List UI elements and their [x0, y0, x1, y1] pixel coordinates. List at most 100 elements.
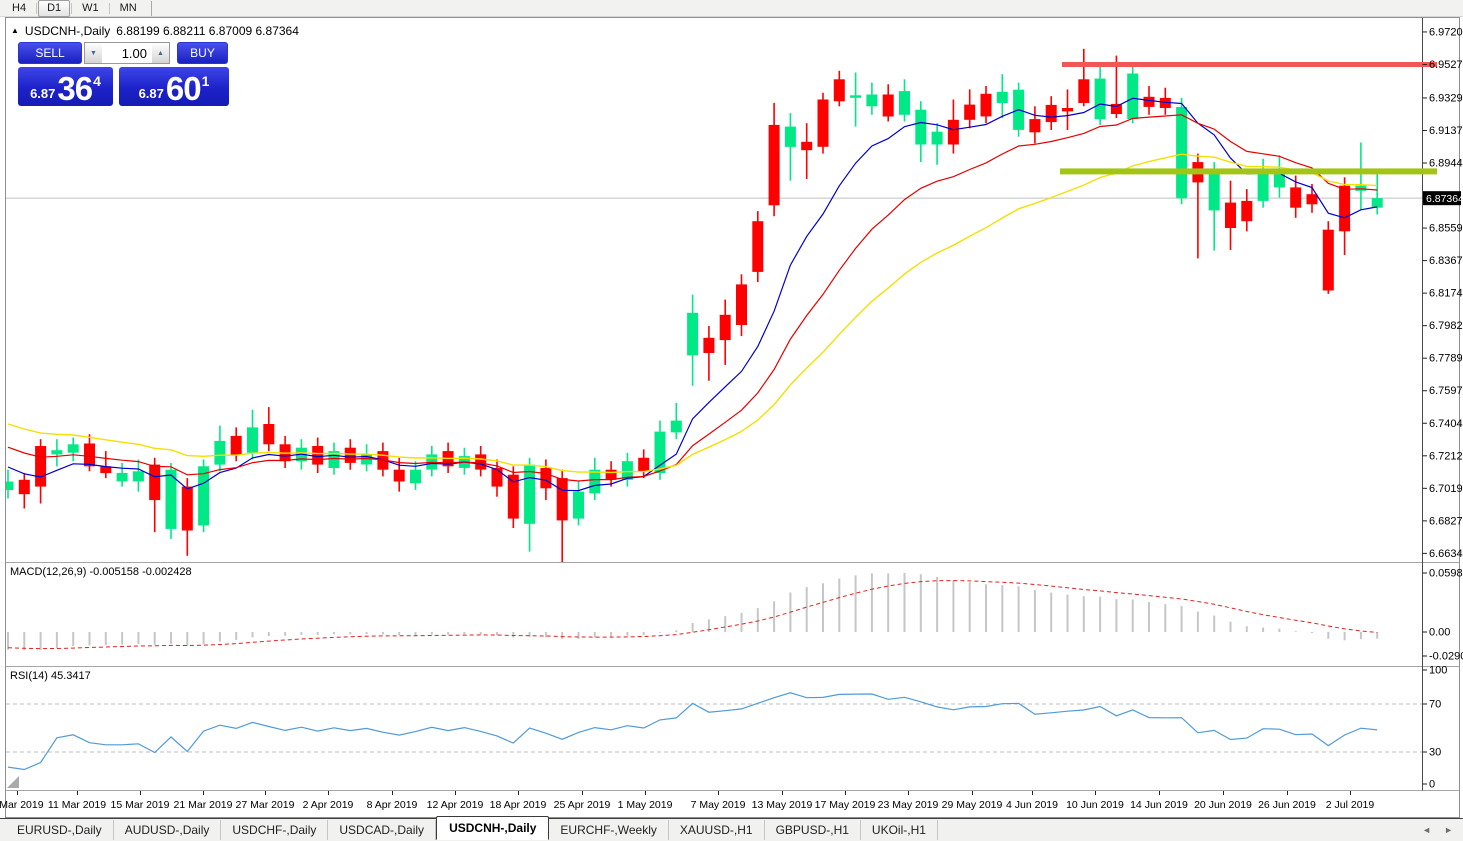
toolbar-separator [108, 2, 110, 14]
chart-tab-bar: EURUSD-,Daily AUDUSD-,Daily USDCHF-,Dail… [0, 816, 1463, 841]
tab-audusd-daily[interactable]: AUDUSD-,Daily [114, 820, 222, 840]
rsi-guides [6, 703, 1422, 753]
svg-text:2 Apr 2019: 2 Apr 2019 [303, 799, 354, 811]
rsi-axis: 100 70 30 0 [1422, 665, 1447, 791]
svg-text:6.79820: 6.79820 [1429, 320, 1463, 332]
buy-button[interactable]: BUY [177, 42, 228, 64]
svg-text:15 Mar 2019: 15 Mar 2019 [111, 799, 170, 811]
svg-text:-0.029045: -0.029045 [1429, 651, 1463, 663]
svg-text:6.85595: 6.85595 [1429, 223, 1463, 235]
svg-text:70: 70 [1429, 699, 1441, 711]
svg-text:4 Jun 2019: 4 Jun 2019 [1006, 799, 1058, 811]
toolbar-separator [71, 2, 73, 14]
toolbar-group-separator [150, 0, 152, 16]
tab-usdcnh-daily[interactable]: USDCNH-,Daily [436, 816, 550, 840]
volume-increase-button[interactable]: ▲ [152, 42, 170, 64]
tab-eurchf-weekly[interactable]: EURCHF-,Weekly [549, 820, 669, 840]
svg-text:2 Jul 2019: 2 Jul 2019 [1326, 799, 1375, 811]
svg-text:27 Mar 2019: 27 Mar 2019 [236, 799, 295, 811]
svg-text:0: 0 [1429, 779, 1435, 791]
sell-price-big-digits: 36 [57, 70, 93, 107]
svg-text:1 May 2019: 1 May 2019 [618, 799, 673, 811]
chevron-up-icon: ▲ [157, 49, 164, 57]
svg-text:21 Mar 2019: 21 Mar 2019 [174, 799, 233, 811]
svg-text:6.68270: 6.68270 [1429, 515, 1463, 527]
tab-scroll-left-icon[interactable]: ◄ [1422, 825, 1432, 835]
svg-text:6.75970: 6.75970 [1429, 385, 1463, 397]
tab-xauusd-h1[interactable]: XAUUSD-,H1 [669, 820, 765, 840]
price-axis: 6.97200 6.95275 6.93295 6.91370 6.89445 6.855… [1422, 26, 1463, 560]
time-axis: 5 Mar 2019 11 Mar 2019 15 Mar 2019 21 Mar 2… [0, 791, 1374, 811]
chart-ohlc-quotes: 6.88199 6.88211 6.87009 6.87364 [116, 24, 299, 38]
svg-text:6.74045: 6.74045 [1429, 418, 1463, 430]
toolbar-separator [36, 2, 38, 14]
chart-title: ▲ USDCNH-,Daily 6.88199 6.88211 6.87009 … [11, 24, 299, 38]
svg-text:20 Jun 2019: 20 Jun 2019 [1194, 799, 1252, 811]
volume-input[interactable] [102, 42, 152, 64]
current-price-tag [1423, 191, 1461, 206]
svg-text:23 May 2019: 23 May 2019 [878, 799, 939, 811]
rsi-line [7, 692, 1378, 771]
timeframe-w1-button[interactable]: W1 [82, 1, 99, 14]
svg-text:10 Jun 2019: 10 Jun 2019 [1066, 799, 1124, 811]
pane-resize-grip[interactable] [7, 776, 19, 788]
sell-price-pip-digit: 4 [93, 73, 101, 89]
svg-text:29 May 2019: 29 May 2019 [942, 799, 1003, 811]
sell-button[interactable]: SELL [18, 42, 82, 64]
svg-text:5 Mar 2019: 5 Mar 2019 [0, 799, 44, 811]
resistance-line[interactable] [1062, 62, 1437, 67]
buy-price-pip-digit: 1 [201, 73, 210, 89]
svg-text:25 Apr 2019: 25 Apr 2019 [554, 799, 611, 811]
macd-signal-line [7, 580, 1378, 650]
timeframe-h4-button[interactable]: H4 [12, 1, 27, 14]
chevron-down-icon: ▼ [90, 49, 97, 57]
svg-text:6.72120: 6.72120 [1429, 450, 1463, 462]
buy-price-button[interactable]: 6.87 60 1 [119, 67, 229, 106]
macd-indicator-label: MACD(12,26,9) -0.005158 -0.002428 [10, 566, 192, 578]
tab-scroll-right-icon[interactable]: ► [1444, 825, 1453, 835]
tab-usdchf-daily[interactable]: USDCHF-,Daily [221, 820, 329, 840]
tab-ukoil-h1[interactable]: UKOil-,H1 [861, 820, 938, 840]
svg-text:30: 30 [1429, 747, 1441, 759]
one-click-trading-panel: SELL ▼ ▲ BUY 6.87 36 4 6.87 60 1 [18, 42, 230, 106]
buy-price-big-digits: 60 [165, 70, 202, 107]
svg-text:100: 100 [1429, 665, 1447, 677]
svg-text:18 Apr 2019: 18 Apr 2019 [490, 799, 547, 811]
svg-text:6.70195: 6.70195 [1429, 483, 1463, 495]
macd-axis: 0.0598 0.00 -0.029045 [1422, 568, 1463, 663]
timeframe-d1-button[interactable]: D1 [38, 0, 71, 17]
rsi-indicator-label: RSI(14) 45.3417 [10, 670, 91, 682]
svg-text:0.0598: 0.0598 [1429, 568, 1463, 580]
pane-borders [6, 18, 1459, 791]
svg-text:6.95275: 6.95275 [1429, 59, 1463, 71]
svg-text:6.66345: 6.66345 [1429, 548, 1463, 560]
svg-text:17 May 2019: 17 May 2019 [815, 799, 876, 811]
chart-symbol-label: USDCNH-,Daily [24, 24, 111, 38]
svg-text:0.00: 0.00 [1429, 627, 1450, 639]
support-line[interactable] [1060, 168, 1437, 175]
svg-text:6.93295: 6.93295 [1429, 92, 1463, 104]
buy-price-prefix: 6.87 [138, 86, 164, 101]
current-price-value: 6.87364 [1426, 193, 1463, 205]
svg-text:13 May 2019: 13 May 2019 [752, 799, 813, 811]
tab-gbpusd-h1[interactable]: GBPUSD-,H1 [765, 820, 861, 840]
collapse-icon[interactable]: ▲ [11, 26, 19, 35]
tab-eurusd-daily[interactable]: EURUSD-,Daily [6, 820, 114, 840]
sell-price-button[interactable]: 6.87 36 4 [18, 67, 113, 106]
svg-text:6.89445: 6.89445 [1429, 158, 1463, 170]
tab-usdcad-daily[interactable]: USDCAD-,Daily [328, 820, 437, 840]
ma-slow-line [7, 153, 1378, 474]
sell-price-prefix: 6.87 [30, 86, 56, 101]
svg-text:11 Mar 2019: 11 Mar 2019 [48, 799, 106, 811]
macd-histogram [7, 573, 1379, 651]
svg-text:6.83670: 6.83670 [1429, 255, 1463, 267]
timeframe-toolbar: H4 D1 W1 MN [0, 0, 1463, 17]
svg-text:6.91370: 6.91370 [1429, 125, 1463, 137]
volume-decrease-button[interactable]: ▼ [84, 42, 102, 64]
svg-text:6.97200: 6.97200 [1429, 26, 1463, 38]
timeframe-mn-button[interactable]: MN [119, 1, 137, 14]
svg-text:14 Jun 2019: 14 Jun 2019 [1130, 799, 1188, 811]
svg-text:6.77895: 6.77895 [1429, 353, 1463, 365]
svg-text:26 Jun 2019: 26 Jun 2019 [1258, 799, 1316, 811]
